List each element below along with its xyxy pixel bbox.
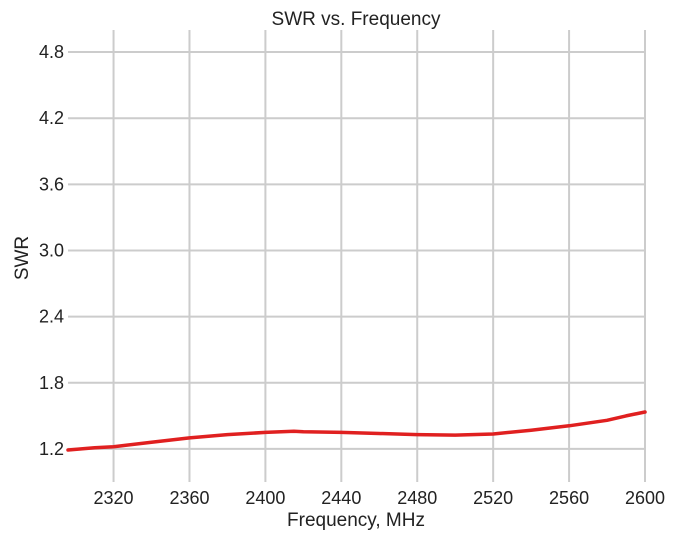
y-tick-labels: 1.2 1.8 2.4 3.0 3.6 4.2 4.8 xyxy=(39,42,64,459)
series-group xyxy=(66,410,647,452)
swr-series-line xyxy=(66,410,647,452)
y-tick-label: 4.8 xyxy=(39,42,64,62)
x-axis-label: Frequency, MHz xyxy=(287,510,425,531)
x-tick-label: 2400 xyxy=(245,488,285,508)
x-tick-label: 2520 xyxy=(473,488,513,508)
y-tick-label: 1.2 xyxy=(39,439,64,459)
x-tick-label: 2480 xyxy=(397,488,437,508)
y-tick-label: 2.4 xyxy=(39,307,64,327)
plot-background xyxy=(68,30,645,482)
y-tick-label: 4.2 xyxy=(39,108,64,128)
x-tick-label: 2560 xyxy=(549,488,589,508)
y-tick-label: 3.0 xyxy=(39,240,64,260)
x-tick-label: 2320 xyxy=(94,488,134,508)
y-axis-label: SWR xyxy=(12,236,33,280)
chart-title: SWR vs. Frequency xyxy=(272,9,441,30)
x-tick-label: 2360 xyxy=(169,488,209,508)
x-tick-label: 2600 xyxy=(625,488,665,508)
grid xyxy=(68,30,646,482)
y-tick-label: 1.8 xyxy=(39,373,64,393)
x-tick-labels: 2320 2360 2400 2440 2480 2520 2560 2600 xyxy=(94,488,665,508)
y-tick-label: 3.6 xyxy=(39,174,64,194)
x-tick-label: 2440 xyxy=(321,488,361,508)
